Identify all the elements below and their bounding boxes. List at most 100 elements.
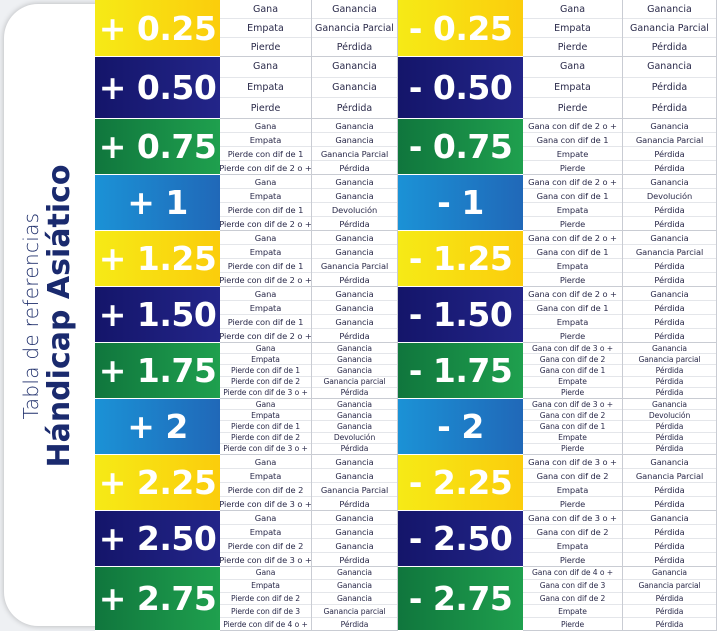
outcome-text: Ganancia Parcial bbox=[312, 259, 397, 273]
outcome-column: Ganancia Ganancia Ganancia Pérdida bbox=[312, 511, 398, 567]
result-text: Pierde con dif de 1 bbox=[220, 315, 311, 329]
result-column: Gana Empata Pierde bbox=[523, 0, 623, 57]
right-handicap: - 1.75 Gana con dif de 3 o + Gana con dif … bbox=[398, 343, 717, 399]
result-text: Empata bbox=[220, 525, 311, 539]
outcome-column: Ganancia Ganancia Ganancia Pérdida bbox=[312, 287, 398, 343]
outcome-text: Pérdida bbox=[336, 102, 373, 114]
right-handicap: - 1 Gana con dif de 2 o + Gana con dif de … bbox=[398, 175, 717, 231]
result-text: Gana con dif de 1 bbox=[523, 133, 622, 147]
result-text: Gana bbox=[220, 455, 311, 469]
outcome-text: Ganancia Parcial bbox=[623, 133, 716, 147]
outcome-column: Ganancia Ganancia Parcial Pérdida bbox=[623, 0, 717, 57]
handicap-row: + 1.25 Gana Empata Pierde con dif de 1 Pierd… bbox=[95, 231, 717, 287]
result-text: Empata bbox=[220, 78, 311, 99]
right-handicap-value: - 0.50 bbox=[398, 57, 523, 119]
outcome-text: Pérdida bbox=[623, 539, 716, 553]
result-text: Empata bbox=[220, 245, 311, 259]
right-handicap: - 1.25 Gana con dif de 2 o + Gana con dif … bbox=[398, 231, 717, 287]
outcome-text: Ganancia bbox=[312, 119, 397, 133]
handicap-row: + 1.75 Gana Empata Pierde con dif de 1 Pierd… bbox=[95, 343, 717, 399]
outcome-text: Ganancia bbox=[623, 287, 716, 301]
right-handicap: - 2.25 Gana con dif de 3 o + Gana con dif … bbox=[398, 455, 717, 511]
result-text: Gana con dif de 3 bbox=[523, 580, 622, 593]
result-text: Empata bbox=[523, 78, 622, 99]
outcome-text: Pérdida bbox=[654, 554, 685, 565]
result-text: Empata bbox=[220, 410, 311, 422]
result-text: Empata bbox=[523, 483, 622, 497]
result-text: Pierde bbox=[560, 619, 585, 629]
outcome-text: Pérdida bbox=[623, 78, 716, 99]
right-handicap: - 0.50 Gana Empata Pierde Ganancia Pérdida Pér… bbox=[398, 57, 717, 119]
result-text: Pierde con dif de 3 o + bbox=[219, 554, 312, 565]
result-text: Empata bbox=[220, 469, 311, 483]
outcome-column: Ganancia Ganancia Parcial Pérdida Pérdida bbox=[623, 231, 717, 287]
side-main-title: Hándicap Asiático bbox=[41, 163, 77, 468]
outcome-text: Ganancia bbox=[623, 0, 716, 19]
result-text: Empata bbox=[220, 580, 311, 593]
right-handicap-value: - 1.25 bbox=[398, 231, 523, 287]
outcome-text: Devolución bbox=[623, 189, 716, 203]
result-text: Gana bbox=[220, 399, 311, 411]
left-handicap-value: + 1 bbox=[95, 175, 220, 231]
result-column: Gana con dif de 4 o + Gana con dif de 3 Ga… bbox=[523, 567, 623, 631]
result-text: Gana bbox=[220, 343, 311, 355]
result-text: Pierde bbox=[559, 218, 586, 229]
right-handicap: - 1.50 Gana con dif de 2 o + Gana con dif … bbox=[398, 287, 717, 343]
outcome-text: Ganancia bbox=[312, 354, 397, 366]
outcome-text: Pérdida bbox=[651, 102, 688, 114]
result-text: Pierde bbox=[557, 41, 588, 53]
result-text: Gana con dif de 2 bbox=[523, 525, 622, 539]
result-text: Gana con dif de 2 bbox=[523, 410, 622, 422]
result-text: Pierde bbox=[557, 102, 588, 114]
result-text: Pierde con dif de 4 o + bbox=[223, 619, 308, 629]
outcome-text: Ganancia bbox=[623, 511, 716, 525]
outcome-text: Devolución bbox=[623, 410, 716, 422]
result-text: Pierde bbox=[559, 162, 586, 173]
result-text: Pierde bbox=[559, 274, 586, 285]
result-text: Gana con dif de 3 o + bbox=[523, 343, 622, 355]
outcome-text: Ganancia bbox=[312, 567, 397, 580]
outcome-text: Ganancia bbox=[312, 511, 397, 525]
outcome-text: Ganancia bbox=[312, 365, 397, 377]
result-text: Pierde con dif de 2 bbox=[220, 377, 311, 388]
left-handicap: + 1.25 Gana Empata Pierde con dif de 1 Pierd… bbox=[95, 231, 398, 287]
result-text: Empate bbox=[523, 377, 622, 388]
result-text: Gana con dif de 1 bbox=[523, 189, 622, 203]
result-text: Gana con dif de 2 o + bbox=[523, 287, 622, 301]
result-column: Gana Empata Pierde con dif de 2 Pierde con … bbox=[220, 567, 312, 631]
outcome-text: Ganancia bbox=[312, 57, 397, 78]
right-handicap-value: - 0.25 bbox=[398, 0, 523, 57]
result-column: Gana con dif de 2 o + Gana con dif de 1 Em… bbox=[523, 119, 623, 175]
result-text: Pierde con dif de 3 o + bbox=[219, 498, 312, 509]
handicap-row: + 0.75 Gana Empata Pierde con dif de 1 Pierd… bbox=[95, 119, 717, 175]
outcome-text: Pérdida bbox=[339, 498, 370, 509]
outcome-text: Pérdida bbox=[623, 365, 716, 377]
right-handicap-value: - 2.75 bbox=[398, 567, 523, 631]
outcome-text: Ganancia parcial bbox=[312, 377, 397, 388]
left-handicap: + 0.75 Gana Empata Pierde con dif de 1 Pierd… bbox=[95, 119, 398, 175]
left-handicap: + 2.25 Gana Empata Pierde con dif de 2 Pierd… bbox=[95, 455, 398, 511]
outcome-text: Pérdida bbox=[654, 274, 685, 285]
result-text: Gana bbox=[220, 57, 311, 78]
result-column: Gana Empata Pierde con dif de 1 Pierde con … bbox=[220, 343, 312, 399]
left-handicap: + 1 Gana Empata Pierde con dif de 1 Pierde c… bbox=[95, 175, 398, 231]
outcome-text: Pérdida bbox=[339, 162, 370, 173]
right-handicap-value: - 2 bbox=[398, 399, 523, 455]
result-text: Pierde con dif de 3 o + bbox=[223, 444, 308, 454]
outcome-column: Ganancia Ganancia Parcial Pérdida Pérdida bbox=[623, 119, 717, 175]
side-subtitle: Tabla de referencias bbox=[18, 212, 43, 419]
result-text: Pierde bbox=[560, 444, 585, 454]
outcome-text: Pérdida bbox=[655, 388, 684, 398]
result-text: Gana con dif de 2 bbox=[523, 469, 622, 483]
result-text: Empate bbox=[523, 605, 622, 619]
outcome-text: Ganancia bbox=[623, 399, 716, 411]
left-handicap-value: + 0.75 bbox=[95, 119, 220, 175]
outcome-text: Pérdida bbox=[654, 330, 685, 341]
outcome-text: Ganancia Parcial bbox=[312, 147, 397, 161]
result-text: Empata bbox=[220, 189, 311, 203]
result-text: Empate bbox=[523, 433, 622, 444]
outcome-text: Ganancia bbox=[312, 0, 397, 19]
handicap-row: + 2.75 Gana Empata Pierde con dif de 2 Pierd… bbox=[95, 567, 717, 631]
result-column: Gana con dif de 2 o + Gana con dif de 1 Em… bbox=[523, 175, 623, 231]
outcome-column: Ganancia Ganancia parcial Pérdida Pérdida Pé… bbox=[623, 343, 717, 399]
